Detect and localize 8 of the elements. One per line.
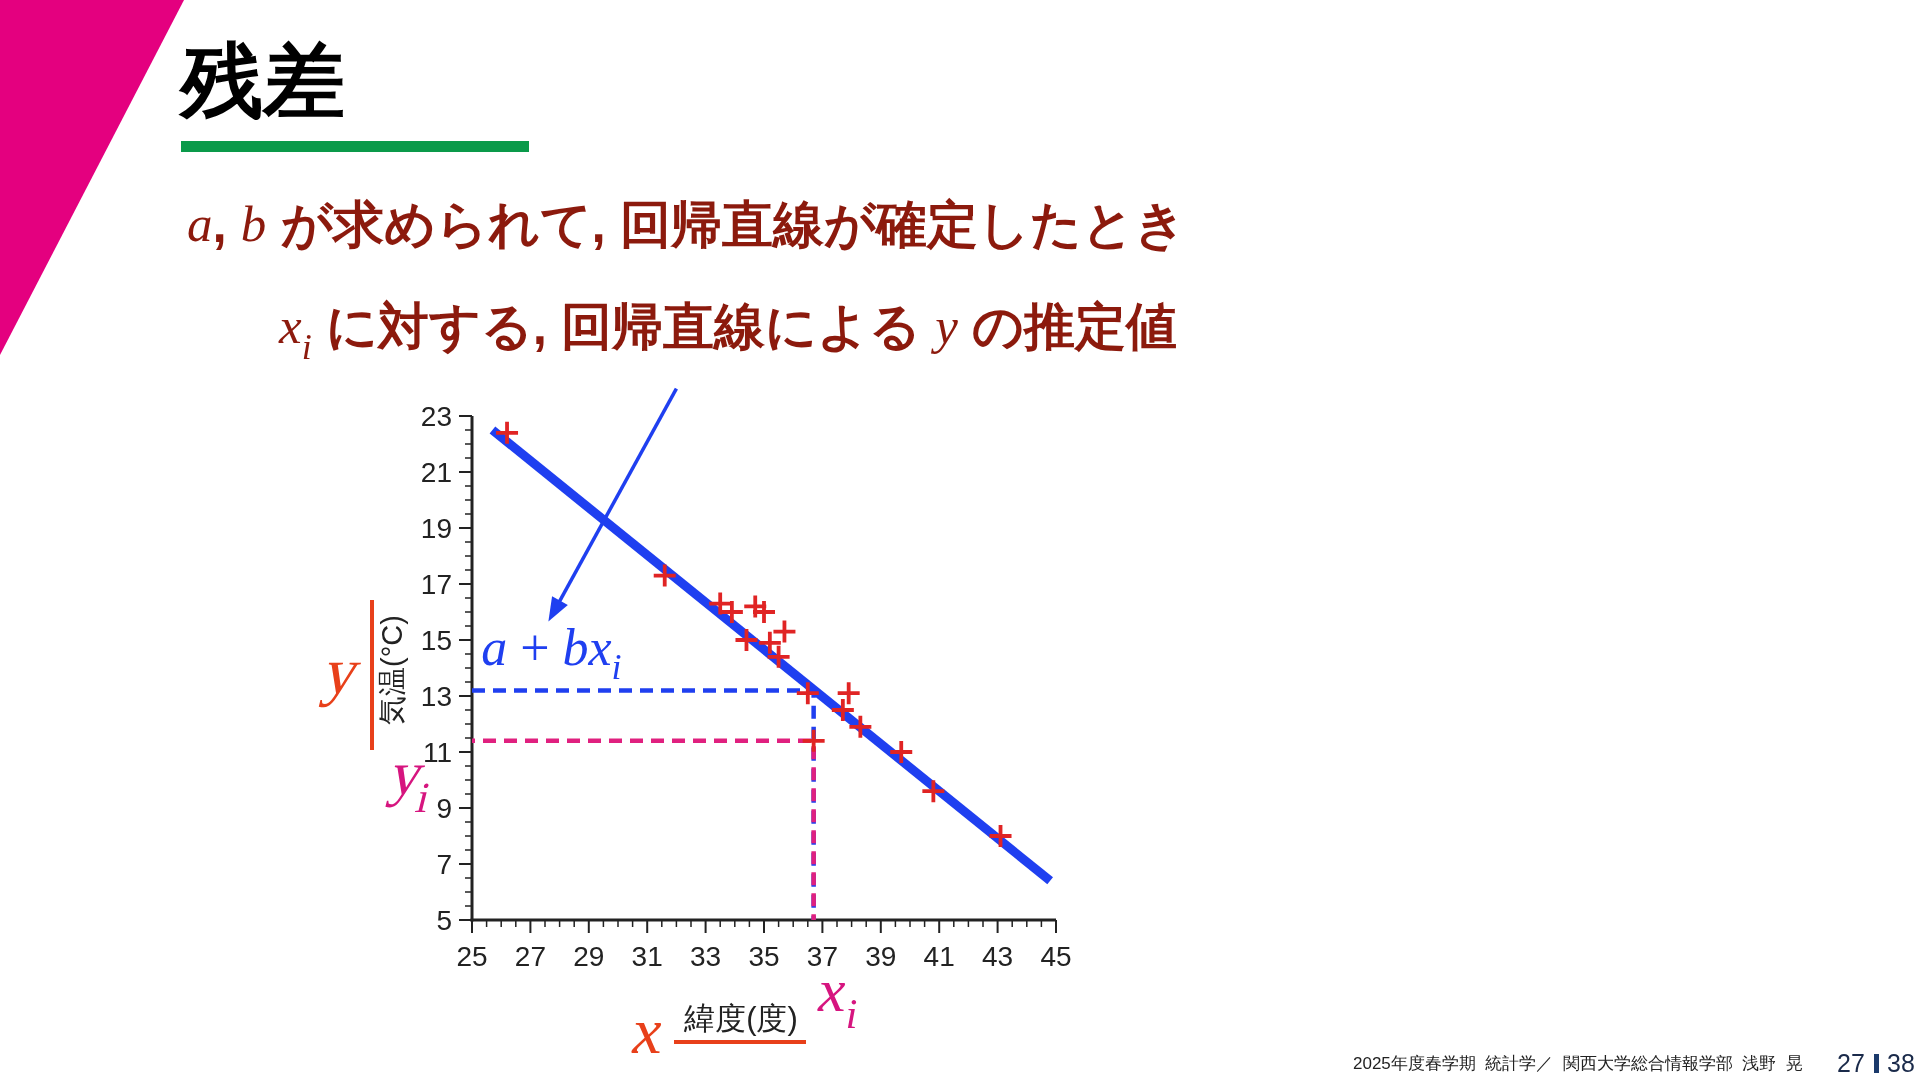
annotation: 2025年度春学期 統計学／ 関西大学総合情報学部 浅野 晃 <box>1353 1053 1803 1073</box>
annotation: a + bx$_{i}$ <box>481 618 622 687</box>
annotation: 27 <box>1837 1049 1865 1077</box>
subtitle: a, b が求められて, 回帰直線が確定したとき <box>187 195 1186 253</box>
annotation: x <box>632 993 662 1067</box>
subtitle: x$_{i}$ に対する, 回帰直線による y の推定値 <box>279 297 1178 367</box>
annotation: y <box>317 633 369 707</box>
annotation: 38 <box>1887 1049 1915 1077</box>
